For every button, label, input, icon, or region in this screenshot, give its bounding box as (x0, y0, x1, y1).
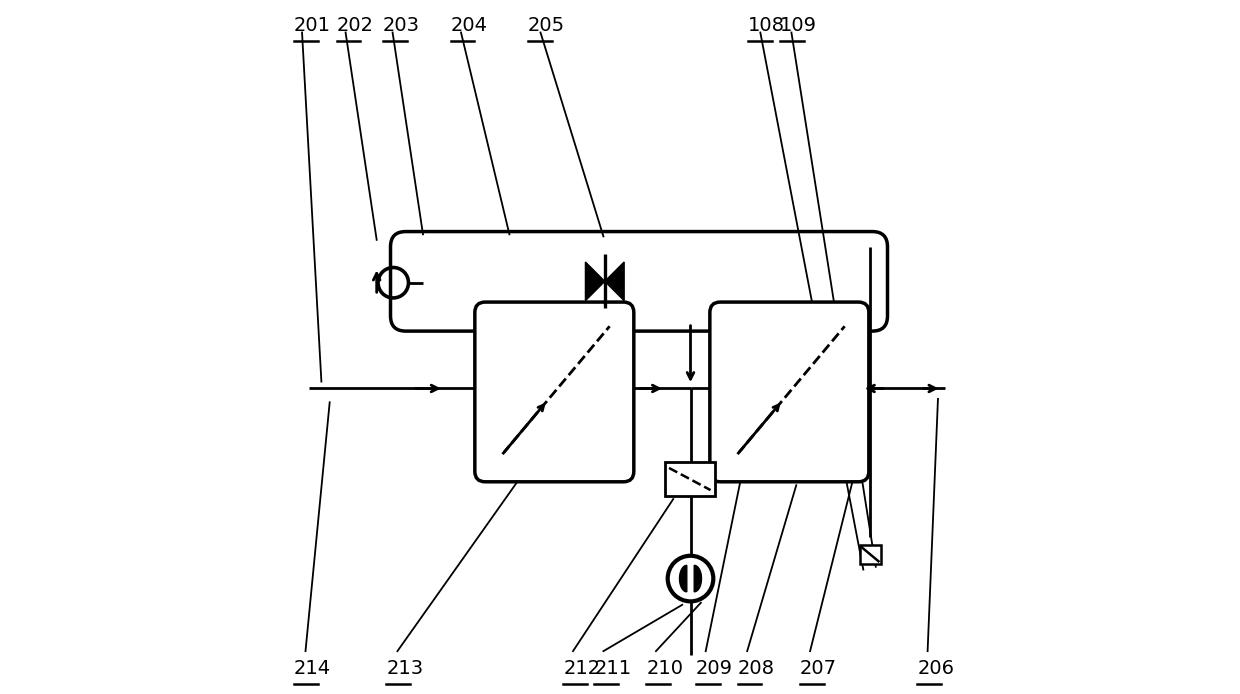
Text: 207: 207 (800, 659, 837, 678)
Text: 212: 212 (563, 659, 600, 678)
FancyBboxPatch shape (709, 302, 869, 482)
Polygon shape (694, 566, 702, 592)
Text: 208: 208 (738, 659, 775, 678)
Text: 201: 201 (294, 16, 331, 35)
Text: 109: 109 (780, 16, 817, 35)
Polygon shape (680, 566, 687, 592)
Bar (665, 462, 714, 496)
Bar (859, 545, 880, 564)
Text: 205: 205 (528, 16, 565, 35)
FancyBboxPatch shape (475, 302, 634, 482)
FancyBboxPatch shape (391, 232, 888, 331)
Text: 203: 203 (383, 16, 420, 35)
Polygon shape (585, 262, 605, 301)
Text: 213: 213 (387, 659, 424, 678)
Text: 210: 210 (646, 659, 683, 678)
Text: 108: 108 (748, 16, 785, 35)
Text: 204: 204 (450, 16, 487, 35)
Text: 209: 209 (696, 659, 733, 678)
Text: 211: 211 (594, 659, 631, 678)
Polygon shape (605, 262, 624, 301)
Text: 202: 202 (336, 16, 373, 35)
Text: 214: 214 (294, 659, 331, 678)
Text: 206: 206 (918, 659, 955, 678)
